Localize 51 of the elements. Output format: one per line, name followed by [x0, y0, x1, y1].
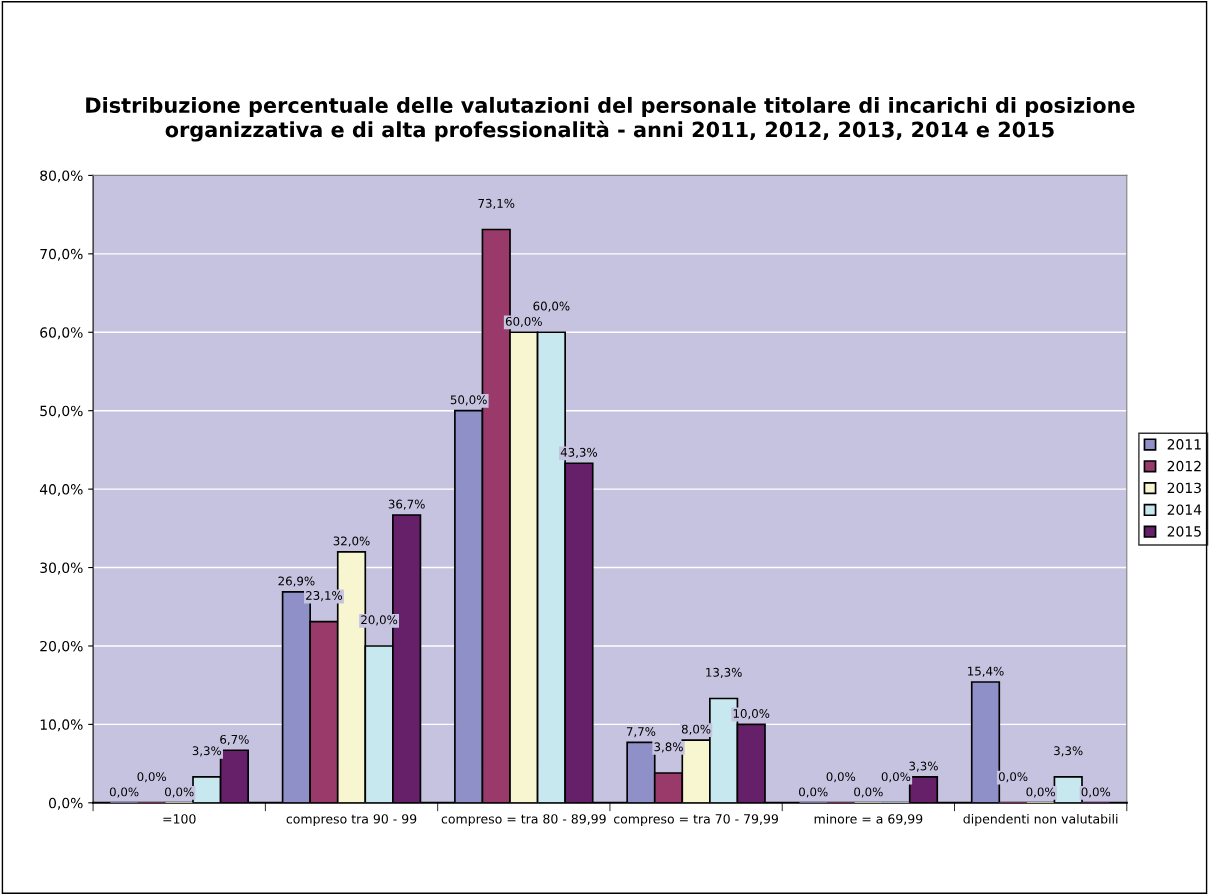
data-label: 20,0%	[361, 615, 398, 626]
data-label: 0,0%	[998, 772, 1028, 783]
x-tick-label: =100	[163, 814, 196, 824]
data-label: 0,0%	[1026, 787, 1055, 798]
y-tick-label: 80,0%	[40, 170, 83, 183]
y-tick-label: 60,0%	[40, 327, 83, 340]
x-tick-label: compreso = tra 70 - 79,99	[613, 814, 778, 827]
y-tick-label: 30,0%	[40, 562, 83, 575]
y-tick-label: 0,0%	[49, 797, 83, 810]
y-tick-label: 70,0%	[40, 248, 83, 261]
data-label: 0,0%	[109, 787, 139, 798]
data-label: 6,7%	[220, 734, 249, 746]
data-label: 32,0%	[333, 536, 370, 547]
x-tick-label: dipendenti non valutabili	[963, 813, 1118, 827]
data-label: 0,0%	[799, 787, 828, 798]
data-label: 3,8%	[654, 742, 683, 753]
data-label: 0,0%	[881, 772, 911, 783]
legend-label: 2011	[1167, 439, 1201, 450]
chart-title: Distribuzione percentuale delle valutazioni del personale titolare di incarichi di posizione organizzativa e di alta professionalità - anni 2011, 2012, 2013, 2014 e 2015	[86, 96, 1135, 142]
data-label: 15,4%	[968, 666, 1004, 677]
data-label: 0,0%	[137, 772, 167, 783]
data-label: 8,0%	[681, 724, 711, 735]
data-label: 50,0%	[450, 395, 487, 406]
y-tick-label: 40,0%	[39, 484, 83, 497]
data-label: 60,0%	[533, 301, 570, 312]
y-tick-label: 10,0%	[40, 719, 83, 732]
x-tick-label: compreso tra 90 - 99	[286, 814, 417, 827]
data-label: 7,7%	[626, 727, 656, 738]
data-label: 23,1%	[306, 590, 343, 602]
data-label: 0,0%	[165, 787, 194, 798]
legend-label: 2014	[1167, 504, 1202, 515]
legend-label: 2012	[1167, 460, 1201, 472]
legend-label: 2013	[1167, 482, 1201, 494]
data-label: 60,0%	[505, 316, 542, 328]
data-label: 13,3%	[706, 667, 742, 678]
data-label: 0,0%	[854, 787, 883, 798]
legend-label: 2015	[1167, 526, 1201, 537]
data-label: 43,3%	[560, 447, 598, 458]
data-label: 3,3%	[909, 761, 938, 772]
y-tick-label: 50,0%	[40, 405, 83, 418]
data-label: 73,1%	[478, 198, 515, 210]
data-label: 10,0%	[733, 709, 770, 720]
data-label: 3,3%	[1054, 746, 1083, 757]
y-tick-label: 20,0%	[40, 640, 83, 653]
data-label: 0,0%	[1081, 787, 1111, 798]
data-label: 36,7%	[388, 499, 425, 510]
data-label: 26,9%	[278, 576, 315, 587]
data-label: 0,0%	[826, 772, 856, 783]
data-label: 3,3%	[192, 746, 222, 757]
x-tick-label: compreso = tra 80 - 89,99	[441, 814, 606, 827]
x-tick-label: minore = a 69,99	[814, 813, 923, 825]
